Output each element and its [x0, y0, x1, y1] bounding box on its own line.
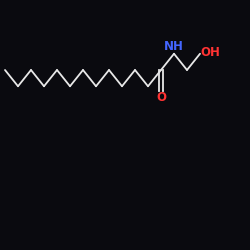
- Text: OH: OH: [200, 46, 220, 59]
- Text: O: O: [156, 91, 166, 104]
- Text: NH: NH: [164, 40, 184, 53]
